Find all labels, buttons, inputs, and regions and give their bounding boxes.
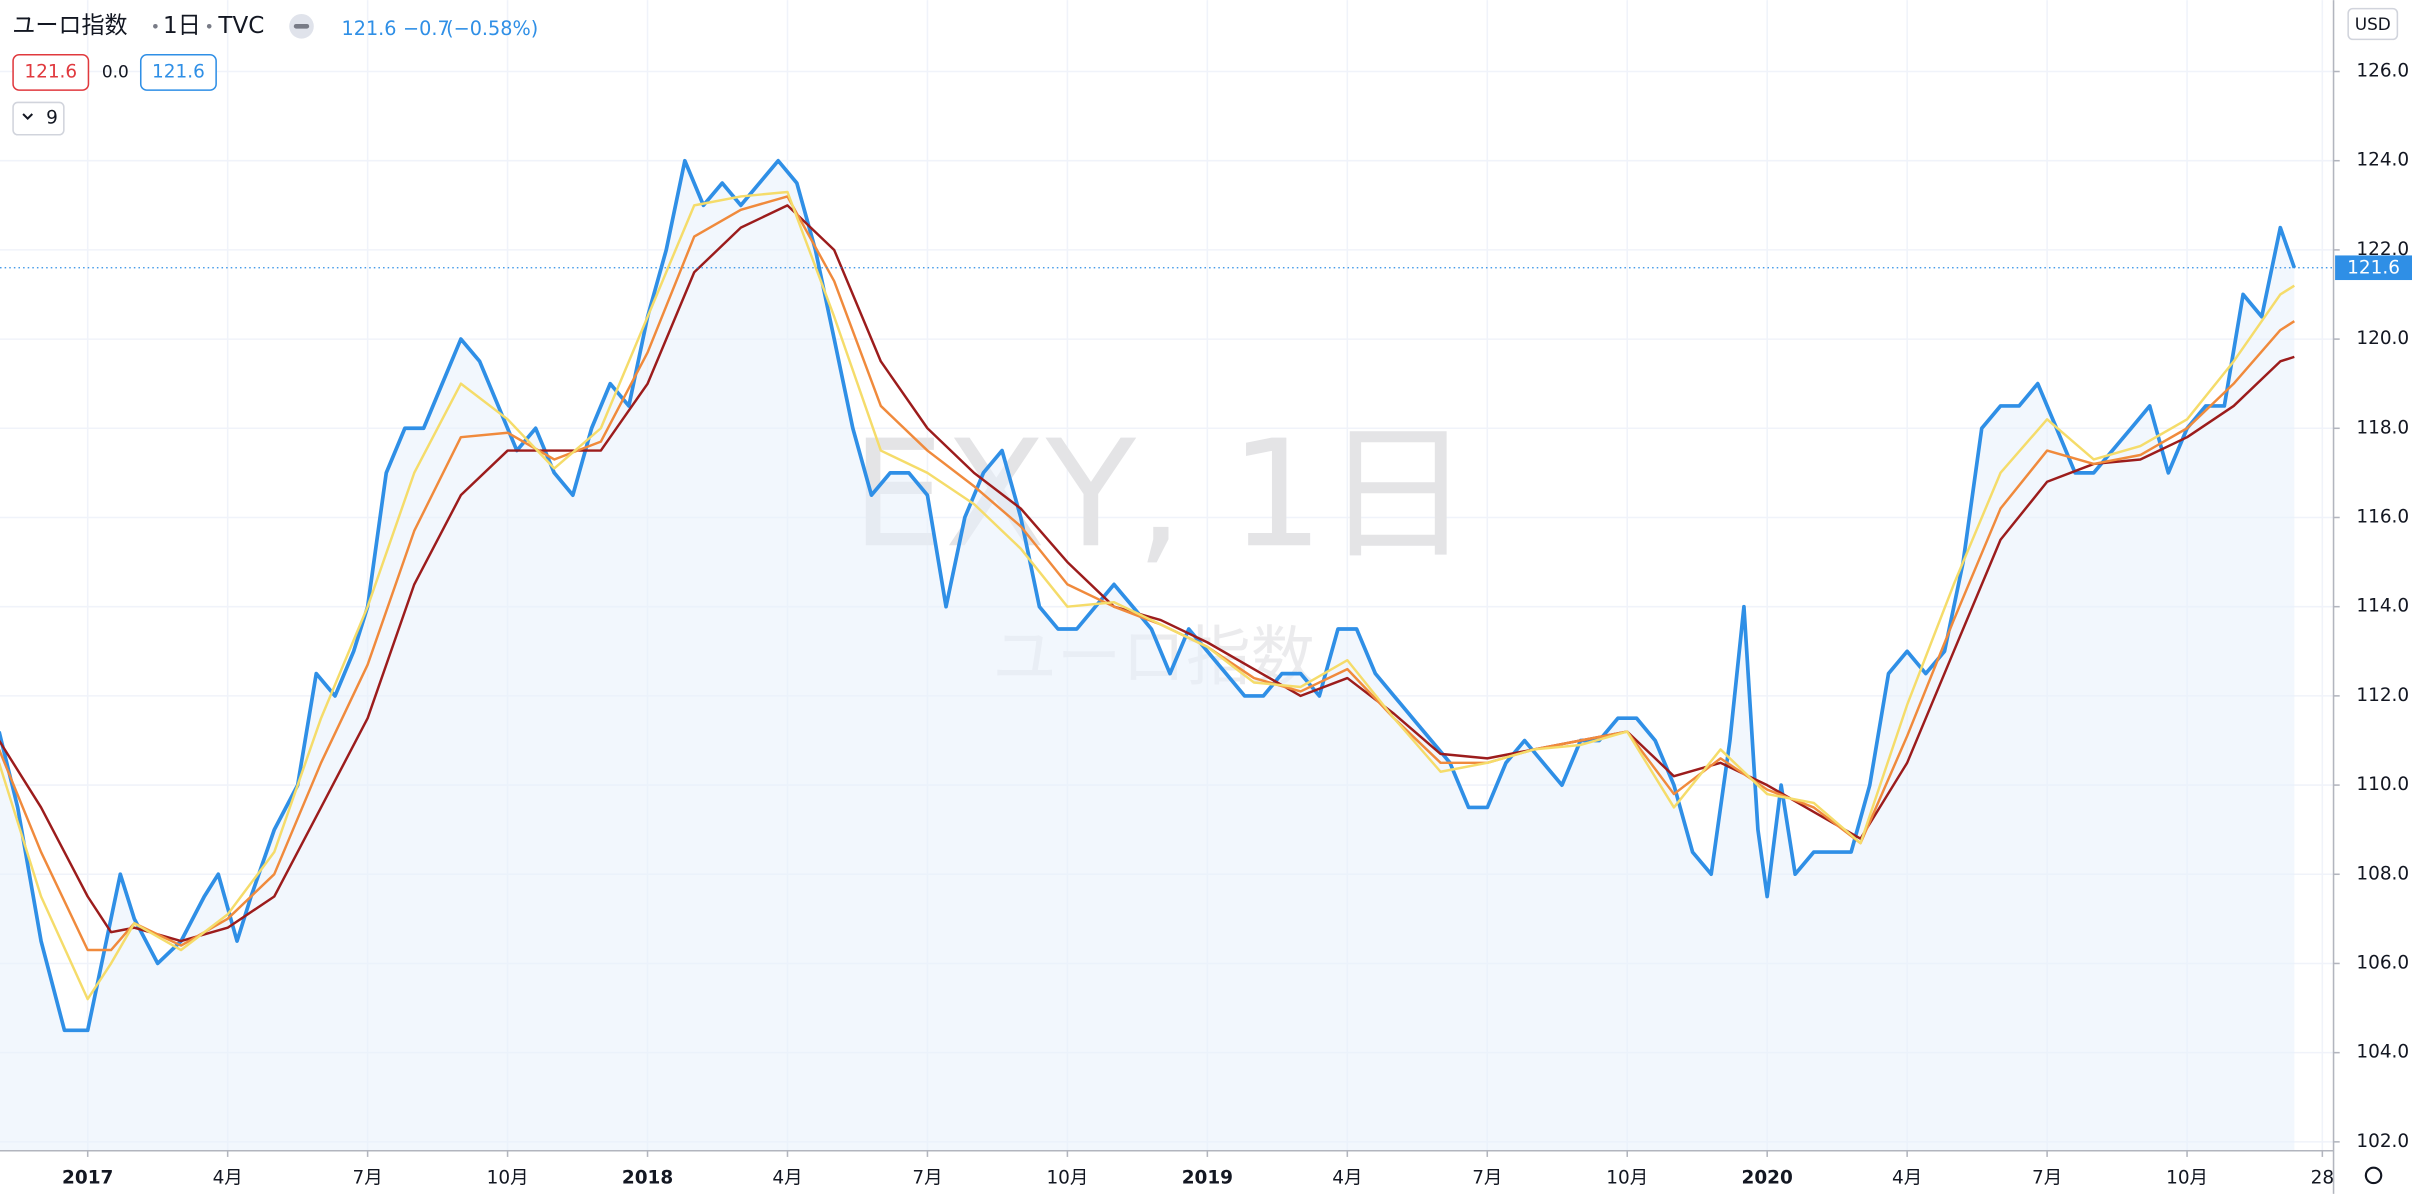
last-price-tag	[2335, 255, 2412, 281]
plot	[0, 158, 2334, 1151]
ribbon-line	[0, 195, 2295, 952]
price-area	[0, 160, 2295, 1151]
separator	[206, 23, 212, 29]
settings-icon[interactable]	[2364, 1166, 2383, 1185]
currency-button[interactable]	[2347, 7, 2399, 41]
indicator-value: 121.6	[24, 61, 77, 82]
x-tick-label: 7月	[2032, 1167, 2062, 1188]
x-tick-label: 4月	[1332, 1167, 1362, 1188]
axes: 102.0 104.0 106.0 108.0 110.0 112.0 114.0 116.0…	[62, 61, 2412, 1188]
y-tick-label: 112.0	[2356, 685, 2409, 706]
toggle-icon	[293, 23, 310, 29]
indicator-value: 0.0	[102, 61, 129, 81]
y-tick-label: 122.0	[2356, 239, 2409, 260]
x-tick-label: 10月	[2166, 1167, 2208, 1188]
y-tick-label: 120.0	[2356, 328, 2409, 349]
y-tick-label: 110.0	[2356, 774, 2409, 795]
price-line	[0, 158, 2297, 1033]
y-tick-label: 124.0	[2356, 150, 2409, 171]
x-tick-label: 7月	[912, 1167, 942, 1188]
x-tick-label: 28	[2311, 1167, 2334, 1188]
source: TVC	[217, 13, 264, 39]
x-tick-label: 2019	[1182, 1167, 1233, 1188]
x-tick-label: 2018	[622, 1167, 673, 1188]
y-tick-label: 104.0	[2356, 1042, 2409, 1063]
x-tick-label: 10月	[1046, 1167, 1088, 1188]
y-tick-label: 114.0	[2356, 596, 2409, 617]
chevron	[22, 113, 34, 121]
x-tick-label: 7月	[1472, 1167, 1502, 1188]
x-tick-label: 4月	[1892, 1167, 1922, 1188]
x-tick-label: 2017	[62, 1167, 113, 1188]
x-tick-label: 7月	[353, 1167, 383, 1188]
indicator-value: 121.6	[152, 61, 205, 82]
ribbon-line	[0, 190, 2295, 1001]
interval: 1日	[163, 13, 201, 39]
indicator-count: 9	[46, 108, 58, 129]
last-price: 121.6	[341, 17, 396, 40]
y-tick-label: 106.0	[2356, 952, 2409, 973]
y-tick-label: 102.0	[2356, 1131, 2409, 1152]
collapse-button[interactable]	[12, 101, 65, 136]
watermark: EXY, 1日	[851, 408, 1471, 580]
y-tick-label: 118.0	[2356, 417, 2409, 438]
separator	[153, 23, 158, 29]
y-tick-label: 126.0	[2356, 61, 2409, 82]
indicator-box	[12, 53, 90, 91]
indicator-box	[139, 53, 217, 91]
x-tick-label: 10月	[487, 1167, 529, 1188]
y-tick-label: 116.0	[2356, 506, 2409, 527]
x-tick-label: 10月	[1606, 1167, 1648, 1188]
symbol-name: ユーロ指数	[12, 13, 127, 39]
x-tick-label: 4月	[213, 1167, 243, 1188]
currency: USD	[2355, 14, 2391, 34]
x-tick-label: 2020	[1742, 1167, 1793, 1188]
y-tick-label: 108.0	[2356, 863, 2409, 884]
change-pct: (−0.58%)	[446, 17, 538, 40]
last-price-label: 121.6	[2347, 258, 2400, 279]
x-tick-label: 4月	[772, 1167, 802, 1188]
change: −0.7	[403, 17, 450, 40]
